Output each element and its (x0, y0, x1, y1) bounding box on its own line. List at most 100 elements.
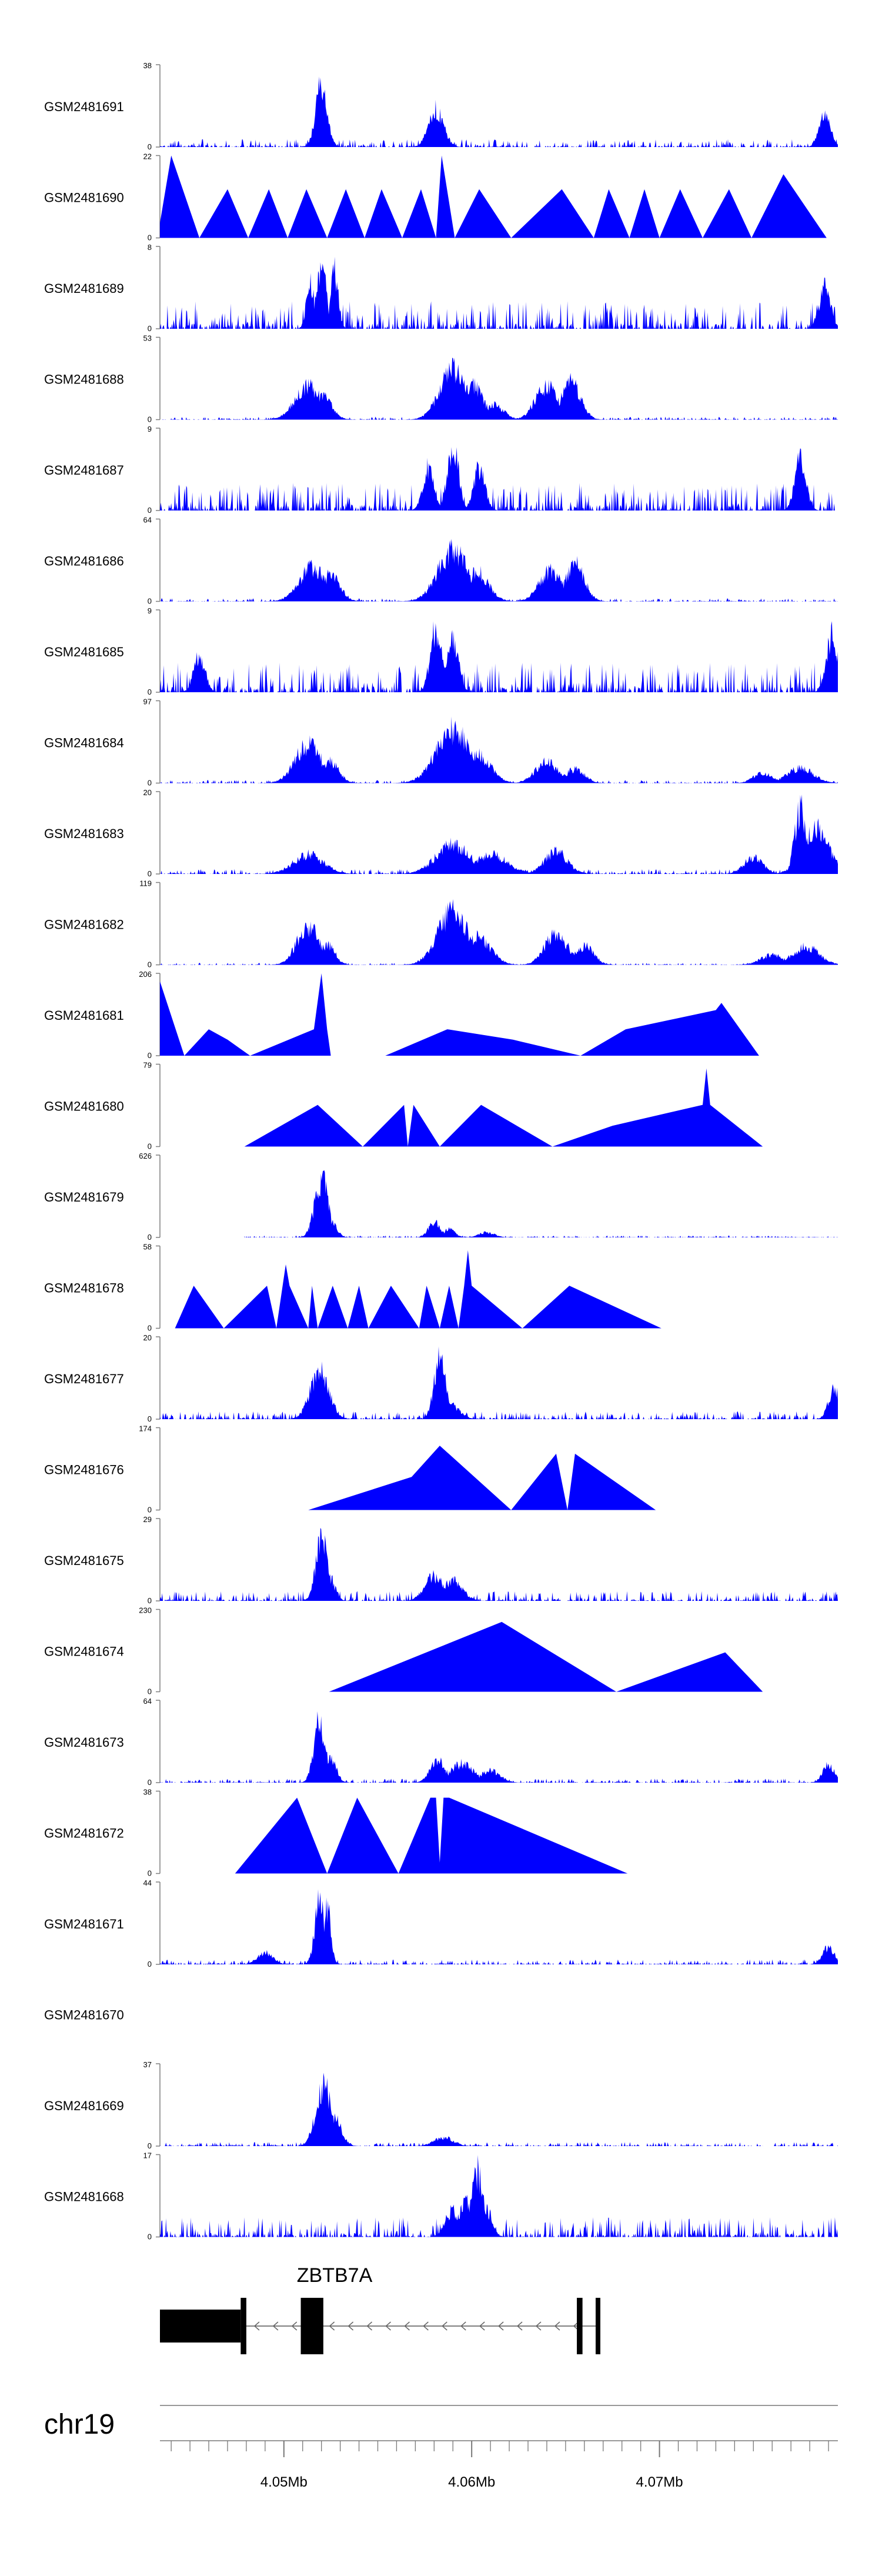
track-label: GSM2481671 (44, 1917, 124, 1931)
track-min-label: 0 (148, 2141, 152, 2150)
coverage-area (160, 621, 838, 692)
gene-name-label: ZBTB7A (297, 2264, 373, 2287)
track-label: GSM2481691 (44, 99, 124, 114)
track-max-label: 9 (148, 425, 152, 433)
axis-tick-label: 4.07Mb (636, 2474, 683, 2490)
track-gsm2481679: GSM2481679 626 0 (44, 1152, 838, 1242)
track-label: GSM2481683 (44, 826, 124, 841)
strand-chevron (329, 2321, 335, 2331)
track-min-label: 0 (148, 1051, 152, 1060)
track-label: GSM2481673 (44, 1735, 124, 1750)
track-label: GSM2481680 (44, 1099, 124, 1114)
track-label: GSM2481674 (44, 1644, 124, 1659)
strand-chevron (554, 2321, 560, 2331)
track-min-label: 0 (148, 779, 152, 788)
track-label: GSM2481685 (44, 645, 124, 659)
track-gsm2481689: GSM2481689 8 0 (44, 243, 838, 333)
track-gsm2481670: GSM2481670 (44, 2008, 124, 2023)
coverage-area (160, 716, 838, 783)
track-max-label: 17 (143, 2151, 152, 2160)
track-gsm2481668: GSM2481668 17 0 (44, 2151, 838, 2241)
strand-chevron (385, 2321, 391, 2331)
strand-chevron (366, 2321, 373, 2331)
coverage-area (244, 1068, 763, 1147)
strand-chevron (516, 2321, 523, 2331)
track-max-label: 230 (139, 1606, 152, 1615)
track-min-label: 0 (148, 1324, 152, 1333)
track-min-label: 0 (148, 960, 152, 969)
track-max-label: 64 (143, 516, 152, 525)
track-gsm2481676: GSM2481676 174 0 (44, 1424, 656, 1514)
track-gsm2481669: GSM2481669 37 0 (44, 2060, 838, 2150)
coverage-area (160, 358, 838, 420)
coverage-area (244, 1170, 838, 1237)
strand-chevron (460, 2321, 466, 2331)
coverage-area (160, 76, 838, 147)
track-label: GSM2481675 (44, 1553, 124, 1568)
track-min-label: 0 (148, 415, 152, 424)
track-max-label: 58 (143, 1243, 152, 1252)
exon-block (160, 2310, 241, 2343)
track-min-label: 0 (148, 1596, 152, 1605)
track-min-label: 0 (148, 1414, 152, 1423)
track-min-label: 0 (148, 1142, 152, 1151)
track-label: GSM2481688 (44, 372, 124, 387)
track-min-label: 0 (148, 1778, 152, 1787)
track-min-label: 0 (148, 142, 152, 151)
coverage-tracks: GSM2481691380GSM2481690220GSM248168980GS… (44, 61, 838, 2241)
track-gsm2481678: GSM2481678 58 0 (44, 1243, 662, 1333)
genome-axis-track: chr19 4.05Mb 4.06Mb 4.07Mb (44, 2405, 838, 2490)
strand-chevron (497, 2321, 504, 2331)
track-gsm2481672: GSM2481672 38 0 (44, 1788, 628, 1878)
track-label: GSM2481686 (44, 554, 124, 569)
track-min-label: 0 (148, 1687, 152, 1696)
track-max-label: 53 (143, 334, 152, 343)
track-gsm2481684: GSM2481684 97 0 (44, 698, 838, 788)
track-min-label: 0 (148, 1506, 152, 1514)
coverage-area (160, 973, 759, 1056)
track-min-label: 0 (148, 233, 152, 242)
track-max-label: 20 (143, 1333, 152, 1342)
track-gsm2481674: GSM2481674 230 0 (44, 1606, 763, 1696)
track-label: GSM2481679 (44, 1190, 124, 1204)
strand-chevron (253, 2321, 260, 2331)
strand-chevron (272, 2321, 279, 2331)
track-label: GSM2481677 (44, 1372, 124, 1386)
track-max-label: 97 (143, 698, 152, 706)
exon-block (300, 2298, 323, 2354)
coverage-area (175, 1250, 662, 1329)
track-gsm2481688: GSM2481688 53 0 (44, 334, 838, 424)
exon-block (577, 2298, 583, 2354)
track-label: GSM2481689 (44, 281, 124, 296)
track-max-label: 20 (143, 788, 152, 797)
track-max-label: 626 (139, 1152, 152, 1160)
track-max-label: 79 (143, 1061, 152, 1070)
track-gsm2481682: GSM2481682 119 0 (44, 879, 838, 969)
exon-block (240, 2298, 246, 2354)
track-min-label: 0 (148, 597, 152, 606)
track-max-label: 29 (143, 1515, 152, 1524)
track-max-label: 8 (148, 243, 152, 252)
track-gsm2481691: GSM2481691 38 0 (44, 61, 838, 151)
strand-chevron (404, 2321, 410, 2331)
coverage-area (329, 1621, 763, 1692)
track-gsm2481673: GSM2481673 64 0 (44, 1697, 838, 1787)
track-gsm2481683: GSM2481683 20 0 (44, 788, 838, 878)
track-min-label: 0 (148, 688, 152, 696)
coverage-area (160, 539, 838, 602)
coverage-area (160, 256, 838, 329)
track-label: GSM2481684 (44, 736, 124, 750)
coverage-area (160, 1527, 838, 1601)
track-min-label: 0 (148, 506, 152, 515)
coverage-area (160, 447, 838, 510)
track-gsm2481687: GSM2481687 9 0 (44, 425, 838, 515)
strand-chevron (348, 2321, 354, 2331)
coverage-area (160, 899, 838, 965)
track-max-label: 119 (139, 879, 152, 888)
track-min-label: 0 (148, 324, 152, 333)
track-gsm2481675: GSM2481675 29 0 (44, 1515, 838, 1605)
strand-chevron (479, 2321, 485, 2331)
track-gsm2481686: GSM2481686 64 0 (44, 516, 838, 606)
strand-chevron (442, 2321, 447, 2331)
track-label: GSM2481687 (44, 463, 124, 478)
